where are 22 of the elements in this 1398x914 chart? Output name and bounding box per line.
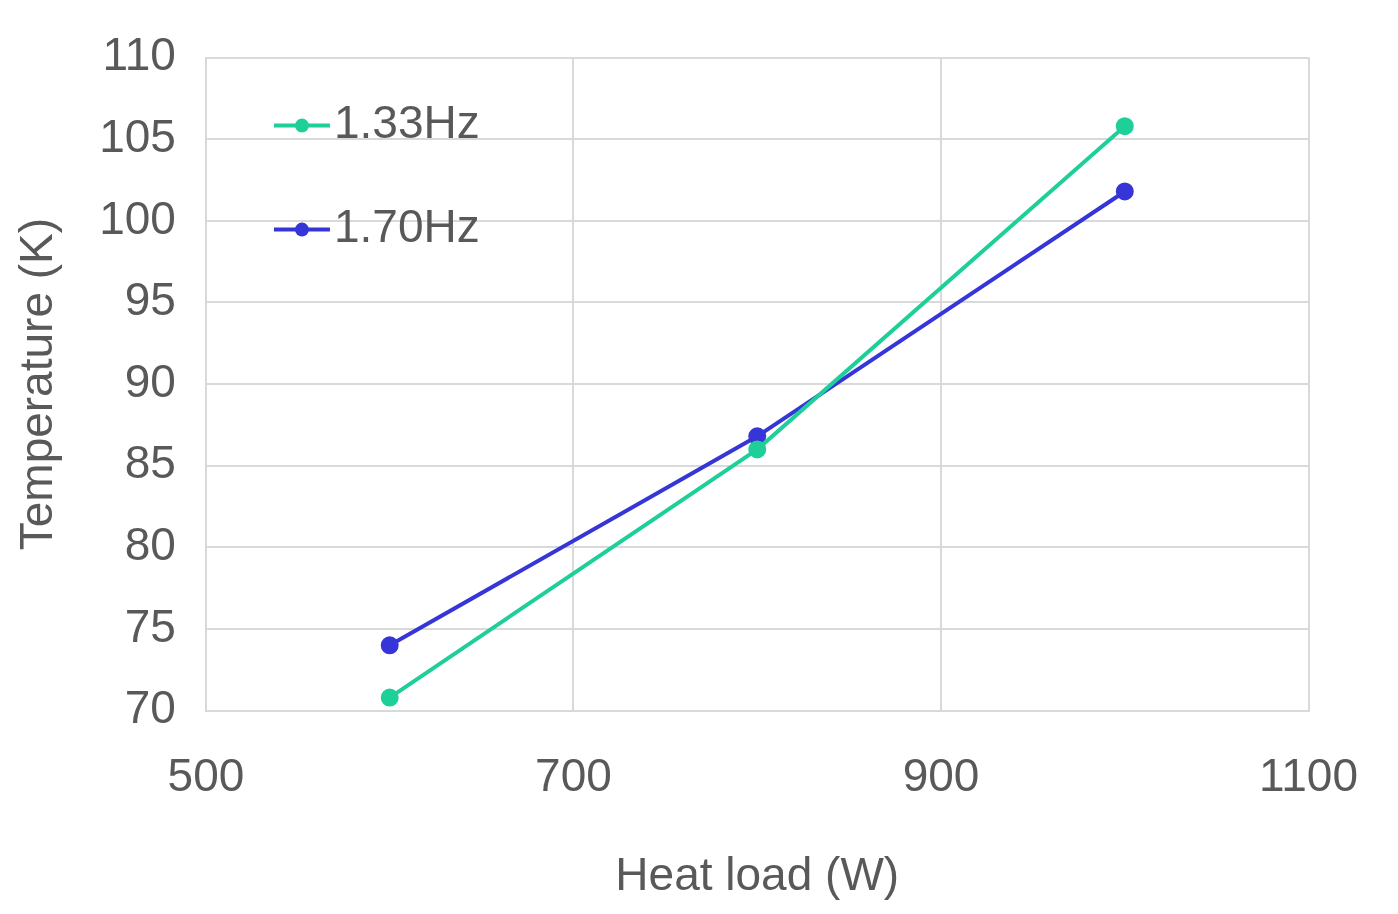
y-tick-label: 110	[102, 28, 176, 81]
x-tick-label: 900	[902, 748, 980, 801]
point	[748, 440, 767, 459]
x-tick-label: 500	[167, 748, 245, 801]
point	[380, 688, 399, 707]
legend-label: 1.70Hz	[333, 200, 480, 253]
y-axis-title: Temperature (K)	[10, 217, 63, 551]
y-tick-label: 95	[124, 273, 176, 326]
point	[380, 636, 399, 655]
y-tick-label: 100	[99, 191, 176, 244]
point	[1115, 117, 1134, 136]
y-tick-label: 90	[124, 354, 176, 407]
x-tick-label: 700	[535, 748, 612, 801]
y-tick-label: 105	[99, 109, 176, 162]
x-axis-title: Heat load (W)	[615, 848, 900, 901]
x-tick-label: 1100	[1259, 748, 1358, 801]
y-tick-label: 75	[124, 599, 176, 652]
legend-label: 1.33Hz	[333, 96, 480, 149]
y-tick-label: 70	[124, 681, 176, 734]
y-tick-label: 80	[124, 518, 176, 571]
y-tick-label: 85	[124, 436, 176, 489]
point	[1115, 182, 1134, 201]
